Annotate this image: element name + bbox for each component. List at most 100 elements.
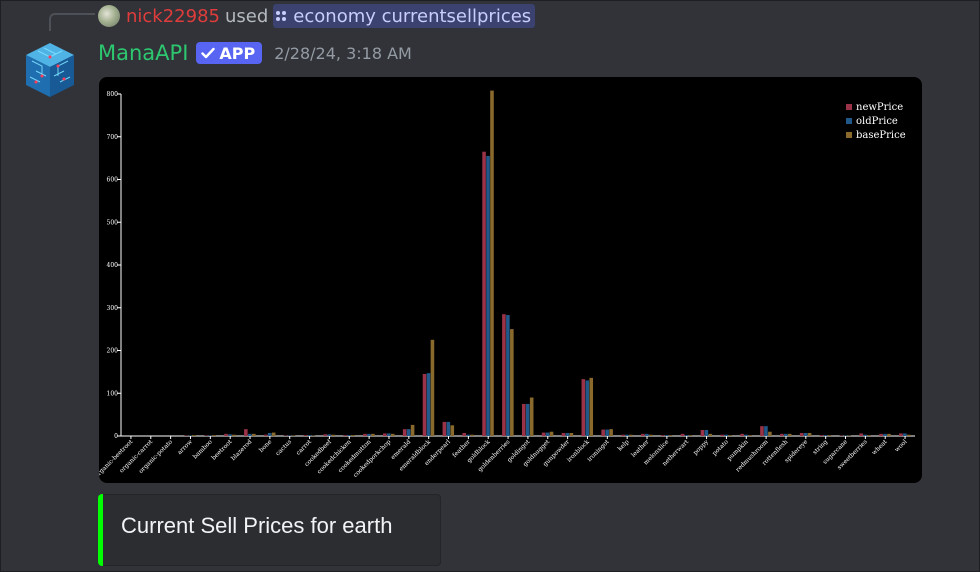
bar-newPrice-goldblock (482, 151, 486, 436)
bar-basePrice-kelp (629, 434, 633, 436)
legend-swatch-newPrice (846, 104, 852, 110)
bar-newPrice-goldenberries (502, 314, 506, 436)
bar-oldPrice-melonslice (664, 435, 669, 436)
bar-basePrice-wheat (887, 433, 891, 436)
badge-label: APP (219, 43, 256, 63)
bar-newPrice-wool (899, 433, 903, 436)
author-name[interactable]: ManaAPI (98, 41, 189, 65)
bar-basePrice-wool (907, 434, 911, 436)
y-tick-label: 100 (107, 390, 119, 397)
chart-image[interactable]: 0 100 200 300 400 500 600 700 800 organic-beetroo… (99, 77, 922, 483)
bar-newPrice-gunpowder (561, 433, 566, 436)
bar-basePrice-spidereye (807, 433, 812, 436)
user-avatar-small[interactable] (98, 5, 120, 27)
bar-newPrice-poppy (700, 430, 705, 436)
bar-basePrice-goldnugget (549, 431, 554, 436)
bar-oldPrice-feather (466, 434, 470, 436)
x-tick-label-blazerod: blazerod (230, 438, 254, 462)
bar-basePrice-redmushroom (768, 431, 772, 436)
message-header: ManaAPI APP 2/28/24, 3:18 AM (98, 38, 412, 68)
y-tick-label: 300 (107, 305, 119, 312)
bar-basePrice-cookedmutton (371, 433, 375, 436)
bar-chart: 0100200300400500600700800organic-beetroo… (99, 90, 915, 479)
bar-oldPrice-cookedporkchop (386, 433, 391, 436)
x-tick-label-potato: potato (711, 438, 730, 457)
bar-oldPrice-ironingot (605, 429, 609, 436)
legend-label-newPrice: newPrice (856, 102, 903, 113)
bar-oldPrice-bone (267, 433, 272, 436)
bar-basePrice-goldingot (529, 397, 534, 436)
reply-connector (49, 13, 95, 31)
bar-newPrice-bone (263, 434, 268, 436)
bar-newPrice-string (819, 435, 824, 436)
bar-oldPrice-string (823, 435, 828, 436)
y-tick-label: 0 (114, 433, 118, 440)
bar-basePrice-netherwart (688, 435, 693, 436)
bar-basePrice-sweetberries (867, 435, 871, 436)
bar-basePrice-blazerod (252, 433, 256, 436)
bar-oldPrice-pumpkin (744, 434, 748, 436)
y-tick-label: 800 (107, 91, 119, 98)
bar-oldPrice-beetroot (228, 434, 232, 436)
slash-command-mention[interactable]: economy currentsellprices (273, 4, 536, 28)
bar-oldPrice-enderpearl (446, 421, 451, 436)
bar-oldPrice-redmushroom (764, 426, 768, 436)
bar-newPrice-enderpearl (442, 421, 447, 436)
bar-newPrice-spidereye (799, 433, 804, 436)
bar-basePrice-leather (649, 434, 653, 436)
y-tick-label: 700 (107, 134, 119, 141)
bar-basePrice-melonslice (668, 435, 673, 436)
bar-basePrice-emerald (410, 424, 415, 436)
bar-oldPrice-goldblock (486, 155, 490, 437)
command-reply[interactable]: nick22985 used economy currentsellprices (98, 4, 536, 28)
bar-newPrice-sweetberries (859, 433, 863, 436)
bar-oldPrice-goldenberries (506, 315, 510, 436)
bar-newPrice-cookedmutton (363, 433, 367, 436)
x-tick-label-string: string (811, 438, 829, 456)
reply-used-text: used (225, 5, 269, 27)
bar-newPrice-potato (720, 434, 725, 436)
bar-oldPrice-cookedbeef (327, 434, 332, 436)
timestamp: 2/28/24, 3:18 AM (274, 43, 412, 63)
bar-newPrice-cookedchicken (343, 435, 347, 436)
bar-oldPrice-wool (903, 433, 907, 436)
bar-basePrice-rottenflesh (787, 433, 792, 436)
bar-basePrice-goldblock (490, 90, 494, 436)
bar-newPrice-beetroot (224, 433, 228, 436)
bar-oldPrice-wheat (883, 433, 887, 436)
bar-newPrice-ironingot (601, 429, 605, 436)
reply-username[interactable]: nick22985 (126, 5, 220, 27)
y-tick-label: 200 (107, 348, 119, 355)
bar-newPrice-redmushroom (760, 426, 764, 436)
bar-basePrice-bamboo (212, 435, 216, 436)
bar-basePrice-string (827, 435, 832, 436)
command-icon (275, 10, 287, 22)
bar-basePrice-bone (271, 432, 276, 436)
bar-newPrice-goldingot (521, 403, 526, 436)
bar-basePrice-cookedporkchop (390, 433, 395, 436)
bar-newPrice-leather (641, 433, 645, 436)
bar-basePrice-enderpearl (450, 425, 455, 436)
bar-newPrice-kelp (621, 434, 625, 436)
x-tick-label-carrot: carrot (295, 438, 314, 457)
bar-basePrice-gunpowder (569, 433, 574, 436)
bar-basePrice-ironblock (589, 377, 594, 436)
bar-oldPrice-poppy (704, 430, 709, 436)
bar-oldPrice-emeraldblock (426, 373, 431, 436)
legend-label-basePrice: basePrice (856, 130, 906, 141)
legend-swatch-oldPrice (846, 118, 852, 124)
bot-avatar[interactable] (24, 41, 76, 99)
bar-oldPrice-carrot (307, 435, 312, 436)
x-tick-label-cactus: cactus (274, 438, 293, 457)
bar-basePrice-feather (470, 434, 474, 436)
bar-oldPrice-sweetberries (863, 434, 867, 436)
bar-oldPrice-leather (645, 433, 649, 436)
bar-oldPrice-netherwart (684, 435, 689, 436)
bar-basePrice-pumpkin (748, 435, 752, 436)
embed-card: Current Sell Prices for earth (98, 494, 441, 566)
bar-oldPrice-emerald (406, 429, 411, 436)
bar-newPrice-netherwart (680, 433, 685, 436)
bar-basePrice-beetroot (232, 434, 236, 436)
bar-oldPrice-ironblock (585, 380, 590, 436)
bar-oldPrice-goldnugget (545, 432, 550, 436)
